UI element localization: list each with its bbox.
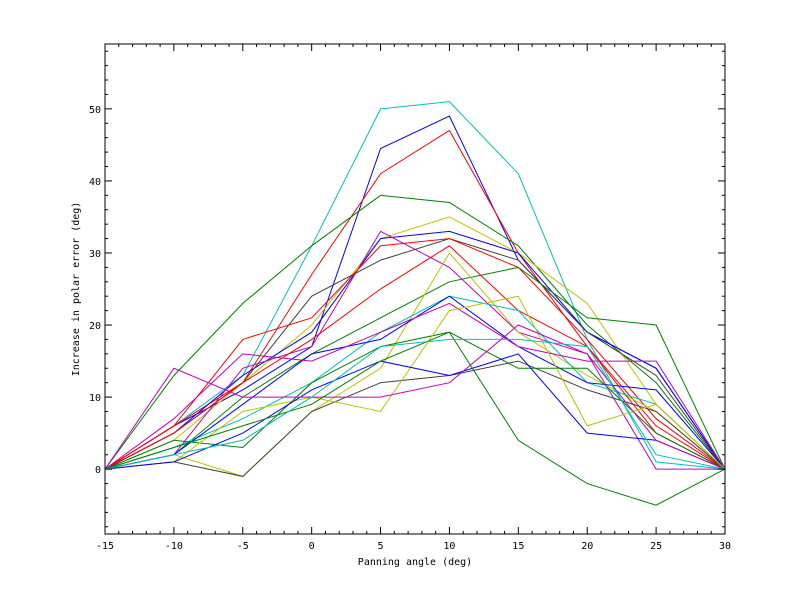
x-tick-label: 10	[443, 541, 455, 552]
ticks-layer: -15 -10 -5 0 5 10 15 20 25 30 0 10 20 30 40 50	[89, 44, 731, 552]
series-line-1	[104, 101, 726, 470]
series-layer	[104, 101, 726, 506]
x-tick-label: 15	[512, 541, 524, 552]
y-axis-title: Increase in polar error (deg)	[71, 202, 82, 377]
x-tick-label: -5	[237, 541, 249, 552]
x-tick-label: 20	[581, 541, 593, 552]
series-line-22	[104, 338, 726, 470]
plot-frame	[104, 43, 726, 535]
series-line-16	[104, 302, 726, 470]
x-axis-title: Panning angle (deg)	[358, 557, 472, 568]
x-tick-label: -10	[165, 541, 183, 552]
y-tick-label: 30	[89, 249, 101, 260]
series-line-12	[104, 245, 726, 470]
x-tick-label: 30	[719, 541, 731, 552]
y-tick-label: 20	[89, 321, 101, 332]
x-tick-label: 5	[378, 541, 384, 552]
series-line-10	[104, 266, 726, 470]
x-tick-label: 25	[650, 541, 662, 552]
series-line-21	[104, 331, 726, 506]
y-tick-label: 10	[89, 393, 101, 404]
x-tick-label: -15	[96, 541, 114, 552]
x-tick-label: 0	[309, 541, 315, 552]
y-tick-label: 0	[95, 465, 101, 476]
series-line-13	[104, 295, 726, 470]
y-tick-label: 40	[89, 177, 101, 188]
series-line-15	[104, 331, 726, 470]
y-tick-label: 50	[89, 105, 101, 116]
series-line-20	[104, 324, 726, 470]
series-line-6	[104, 230, 726, 470]
